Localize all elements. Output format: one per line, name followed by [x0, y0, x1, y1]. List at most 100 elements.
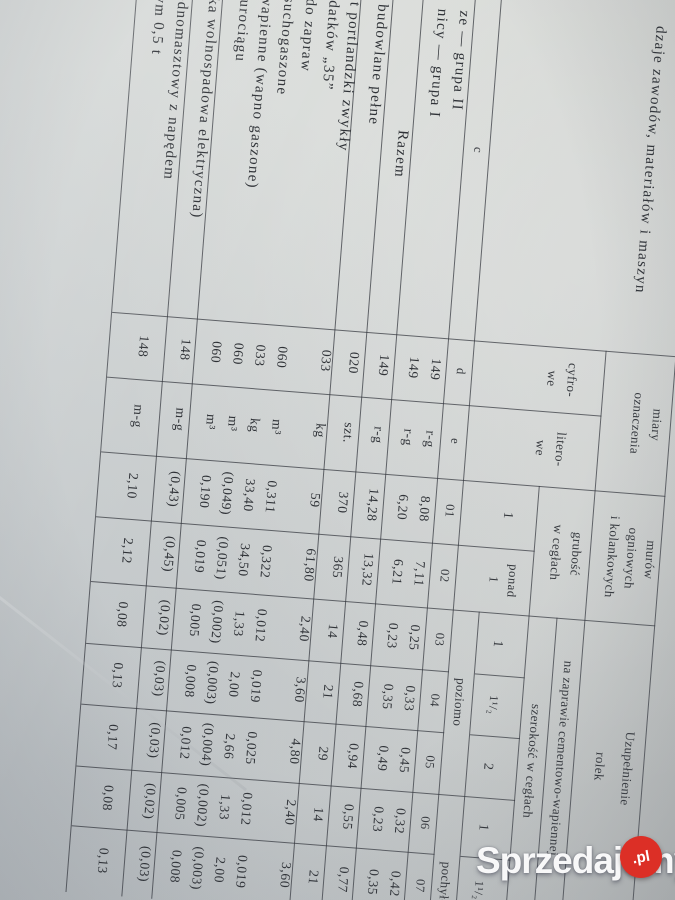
- row-name: rurociągu: [231, 0, 253, 63]
- cell-value: 0,23: [383, 622, 401, 650]
- cell-code: 148: [176, 338, 194, 362]
- cell-unit: m³: [268, 418, 285, 436]
- cell-value: 29: [314, 745, 331, 762]
- cell-value: (0,049): [217, 471, 237, 516]
- cell-value: (0,004): [198, 722, 217, 767]
- header-width-col03: 1: [490, 639, 506, 649]
- cell-value: 0,49: [374, 744, 392, 773]
- cell-value: 34,50: [235, 542, 253, 578]
- cell-code: 060: [229, 342, 247, 366]
- row-name: Razem: [390, 129, 411, 179]
- cell-value: (0,43): [165, 470, 184, 508]
- cell-value: 0,005: [171, 786, 190, 821]
- cell-value: 0,33: [400, 684, 418, 712]
- cell-value: 2,00: [225, 671, 243, 699]
- cell-value: 2,40: [296, 615, 314, 643]
- header-murow-line3: i kolankowych: [601, 515, 623, 599]
- cell-unit: szt.: [339, 421, 357, 444]
- header-szerokosc: szerokość w cegłach: [519, 703, 544, 819]
- cell-value: 14: [310, 806, 327, 823]
- cell-value: 14,28: [363, 487, 382, 523]
- cell-value: 61,80: [300, 547, 319, 583]
- header-murow-line1: murów: [640, 539, 659, 580]
- cell-value: 21: [319, 684, 336, 700]
- cell-value: 2,10: [123, 472, 141, 500]
- cell-code: 149: [427, 357, 444, 382]
- cell-value: 0,25: [405, 624, 423, 652]
- cell-value: 2,66: [220, 732, 238, 760]
- table-rule: [75, 765, 515, 802]
- cell-value: (0,03): [150, 660, 169, 698]
- cell-unit: m³: [202, 413, 219, 431]
- table-rule: [469, 734, 520, 740]
- cell-value: 0,012: [251, 608, 270, 643]
- cell-value: 1,33: [230, 610, 248, 638]
- cell-value: 4,80: [286, 738, 304, 766]
- cell-code: 060: [273, 345, 291, 369]
- column-designator: 04: [426, 693, 442, 708]
- column-designator: d: [453, 367, 468, 376]
- header-width-col05: 2: [480, 762, 497, 772]
- header-uzupelnienie-line2: rolek: [590, 751, 609, 782]
- header-poziomo: poziomo: [449, 677, 469, 727]
- cell-value: 0,13: [94, 847, 112, 875]
- cell-value: (0,02): [140, 782, 159, 820]
- cell-value: 0,68: [349, 680, 367, 708]
- table-rule: [474, 673, 525, 679]
- cell-value: 0,94: [344, 742, 362, 770]
- column-designator: e: [447, 437, 463, 445]
- header-width-col04: 1¹/₂: [485, 694, 501, 716]
- cell-value: 0,55: [339, 803, 357, 831]
- cell-value: 0,45: [396, 746, 414, 774]
- cell-value: 0,008: [166, 849, 185, 884]
- header-pochylo: pochyło: [435, 861, 455, 900]
- cell-value: 14: [324, 623, 341, 640]
- column-designator: 07: [412, 878, 428, 894]
- header-cyfrowe-line2: we: [543, 370, 560, 388]
- header-uzupelnienie-line1: Uzupełnienie: [617, 731, 638, 807]
- table-rule: [120, 0, 196, 897]
- column-designator: c: [470, 146, 485, 154]
- cell-code: 033: [317, 349, 335, 373]
- cell-value: 6,20: [393, 493, 411, 521]
- row-name: budowlane pełne: [364, 3, 391, 126]
- cell-value: 0,35: [379, 683, 397, 711]
- cell-unit: kg: [312, 422, 329, 439]
- cell-value: 0,17: [104, 723, 122, 751]
- row-name: suchogaszone: [272, 0, 297, 96]
- table-rule: [64, 0, 140, 893]
- cell-unit: r-g: [399, 428, 417, 447]
- row-name: rka wolnospadowa elektryczna): [187, 0, 222, 220]
- header-sub-col02-line1: ponad: [503, 563, 521, 599]
- cell-value: 0,019: [232, 854, 251, 889]
- cell-unit: r-g: [421, 430, 439, 449]
- cell-value: 0,35: [364, 868, 382, 896]
- cell-code: 149: [405, 356, 422, 380]
- row-name: datków „35”: [318, 0, 342, 92]
- cell-value: 0,08: [99, 784, 117, 812]
- header-literowe-line2: we: [532, 439, 549, 457]
- cell-code: 149: [375, 353, 392, 377]
- cell-value: 0,77: [334, 866, 352, 894]
- header-murow-line2: ogniowych: [621, 527, 641, 590]
- cell-unit: kg: [246, 417, 263, 434]
- cell-value: (0,002): [193, 783, 212, 828]
- cell-value: 1,33: [215, 793, 233, 821]
- header-literowe-line1: litero-: [551, 431, 570, 468]
- cell-value: 7,11: [410, 560, 428, 588]
- cell-value: 0,005: [186, 603, 204, 638]
- cell-value: (0,02): [155, 599, 173, 637]
- cell-value: 0,42: [386, 870, 404, 898]
- cell-value: 13,32: [358, 552, 377, 587]
- cell-value: 0,008: [181, 663, 199, 699]
- header-sub-col02-line2: 1: [485, 575, 501, 584]
- cell-value: 0,23: [369, 805, 387, 833]
- header-grubosc-line1: grubość: [566, 531, 586, 577]
- cell-value: 2,40: [281, 798, 299, 826]
- header-sub-col01: 1: [500, 511, 516, 520]
- cell-unit: m-g: [129, 403, 147, 429]
- cell-value: 59: [306, 492, 323, 509]
- cell-value: (0,002): [207, 599, 227, 645]
